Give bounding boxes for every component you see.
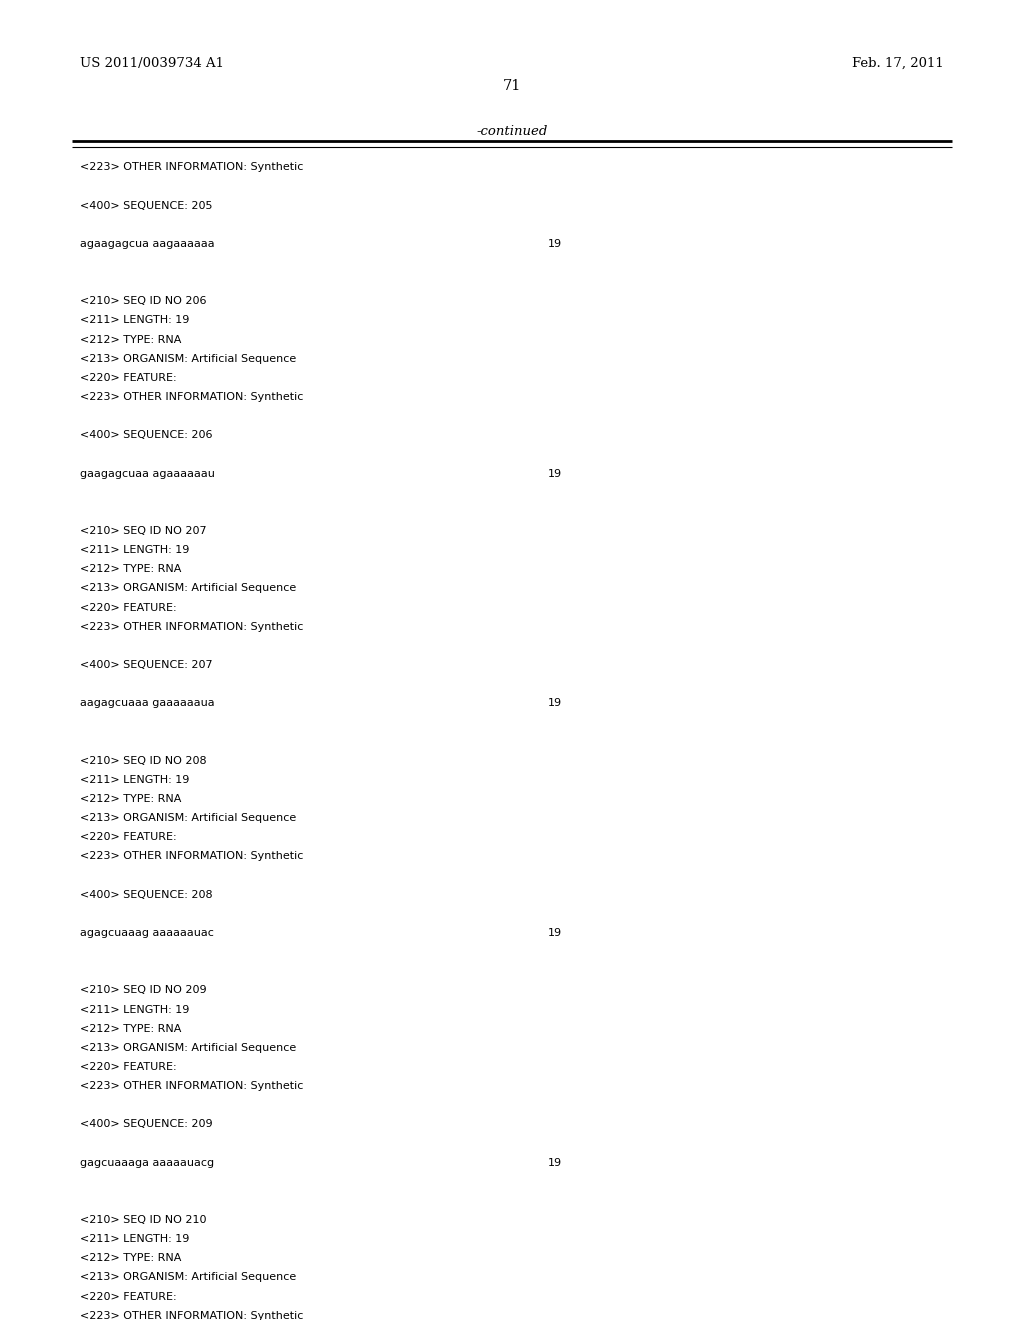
Text: agaagagcua aagaaaaaa: agaagagcua aagaaaaaa <box>80 239 214 249</box>
Text: <223> OTHER INFORMATION: Synthetic: <223> OTHER INFORMATION: Synthetic <box>80 392 303 403</box>
Text: 19: 19 <box>548 698 562 709</box>
Text: <211> LENGTH: 19: <211> LENGTH: 19 <box>80 1005 189 1015</box>
Text: aagagcuaaa gaaaaaaua: aagagcuaaa gaaaaaaua <box>80 698 214 709</box>
Text: <220> FEATURE:: <220> FEATURE: <box>80 1291 176 1302</box>
Text: US 2011/0039734 A1: US 2011/0039734 A1 <box>80 57 224 70</box>
Text: <210> SEQ ID NO 210: <210> SEQ ID NO 210 <box>80 1214 207 1225</box>
Text: -continued: -continued <box>476 125 548 139</box>
Text: <223> OTHER INFORMATION: Synthetic: <223> OTHER INFORMATION: Synthetic <box>80 851 303 862</box>
Text: <400> SEQUENCE: 205: <400> SEQUENCE: 205 <box>80 201 212 211</box>
Text: Feb. 17, 2011: Feb. 17, 2011 <box>852 57 944 70</box>
Text: <213> ORGANISM: Artificial Sequence: <213> ORGANISM: Artificial Sequence <box>80 1043 296 1053</box>
Text: <210> SEQ ID NO 207: <210> SEQ ID NO 207 <box>80 525 207 536</box>
Text: <211> LENGTH: 19: <211> LENGTH: 19 <box>80 315 189 326</box>
Text: <400> SEQUENCE: 206: <400> SEQUENCE: 206 <box>80 430 212 441</box>
Text: gaagagcuaa agaaaaaau: gaagagcuaa agaaaaaau <box>80 469 215 479</box>
Text: <223> OTHER INFORMATION: Synthetic: <223> OTHER INFORMATION: Synthetic <box>80 622 303 632</box>
Text: <220> FEATURE:: <220> FEATURE: <box>80 372 176 383</box>
Text: gagcuaaaga aaaaauacg: gagcuaaaga aaaaauacg <box>80 1158 214 1168</box>
Text: <211> LENGTH: 19: <211> LENGTH: 19 <box>80 775 189 785</box>
Text: <220> FEATURE:: <220> FEATURE: <box>80 1061 176 1072</box>
Text: <400> SEQUENCE: 208: <400> SEQUENCE: 208 <box>80 890 213 900</box>
Text: <210> SEQ ID NO 208: <210> SEQ ID NO 208 <box>80 755 207 766</box>
Text: <213> ORGANISM: Artificial Sequence: <213> ORGANISM: Artificial Sequence <box>80 354 296 364</box>
Text: <211> LENGTH: 19: <211> LENGTH: 19 <box>80 545 189 556</box>
Text: agagcuaaag aaaaaauac: agagcuaaag aaaaaauac <box>80 928 214 939</box>
Text: <213> ORGANISM: Artificial Sequence: <213> ORGANISM: Artificial Sequence <box>80 583 296 594</box>
Text: <210> SEQ ID NO 209: <210> SEQ ID NO 209 <box>80 985 207 995</box>
Text: 19: 19 <box>548 239 562 249</box>
Text: <400> SEQUENCE: 207: <400> SEQUENCE: 207 <box>80 660 213 671</box>
Text: <223> OTHER INFORMATION: Synthetic: <223> OTHER INFORMATION: Synthetic <box>80 162 303 173</box>
Text: <400> SEQUENCE: 209: <400> SEQUENCE: 209 <box>80 1119 213 1130</box>
Text: <220> FEATURE:: <220> FEATURE: <box>80 602 176 612</box>
Text: <212> TYPE: RNA: <212> TYPE: RNA <box>80 564 181 574</box>
Text: <212> TYPE: RNA: <212> TYPE: RNA <box>80 1023 181 1034</box>
Text: <212> TYPE: RNA: <212> TYPE: RNA <box>80 793 181 804</box>
Text: 19: 19 <box>548 469 562 479</box>
Text: <220> FEATURE:: <220> FEATURE: <box>80 832 176 842</box>
Text: 71: 71 <box>503 79 521 94</box>
Text: <211> LENGTH: 19: <211> LENGTH: 19 <box>80 1234 189 1245</box>
Text: <212> TYPE: RNA: <212> TYPE: RNA <box>80 334 181 345</box>
Text: 19: 19 <box>548 1158 562 1168</box>
Text: <213> ORGANISM: Artificial Sequence: <213> ORGANISM: Artificial Sequence <box>80 813 296 824</box>
Text: <210> SEQ ID NO 206: <210> SEQ ID NO 206 <box>80 296 207 306</box>
Text: 19: 19 <box>548 928 562 939</box>
Text: <223> OTHER INFORMATION: Synthetic: <223> OTHER INFORMATION: Synthetic <box>80 1311 303 1320</box>
Text: <212> TYPE: RNA: <212> TYPE: RNA <box>80 1253 181 1263</box>
Text: <223> OTHER INFORMATION: Synthetic: <223> OTHER INFORMATION: Synthetic <box>80 1081 303 1092</box>
Text: <213> ORGANISM: Artificial Sequence: <213> ORGANISM: Artificial Sequence <box>80 1272 296 1283</box>
